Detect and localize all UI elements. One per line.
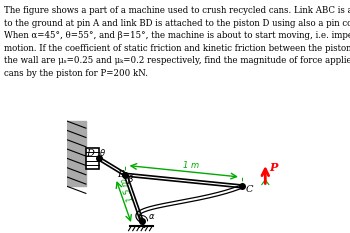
Text: A: A	[138, 221, 145, 230]
Text: D: D	[86, 149, 94, 158]
Text: 1 m: 1 m	[183, 161, 199, 170]
Text: α: α	[148, 212, 154, 221]
Text: P: P	[269, 162, 277, 173]
Bar	[67, 121, 86, 186]
Text: B: B	[117, 170, 125, 179]
Text: θ: θ	[100, 149, 105, 158]
Text: β: β	[127, 175, 132, 184]
Bar	[86, 148, 99, 169]
Text: The figure shows a part of a machine used to crush recycled cans. Link ABC is at: The figure shows a part of a machine use…	[4, 7, 350, 78]
Text: C: C	[245, 185, 253, 194]
Text: 1.5 m: 1.5 m	[119, 177, 135, 203]
